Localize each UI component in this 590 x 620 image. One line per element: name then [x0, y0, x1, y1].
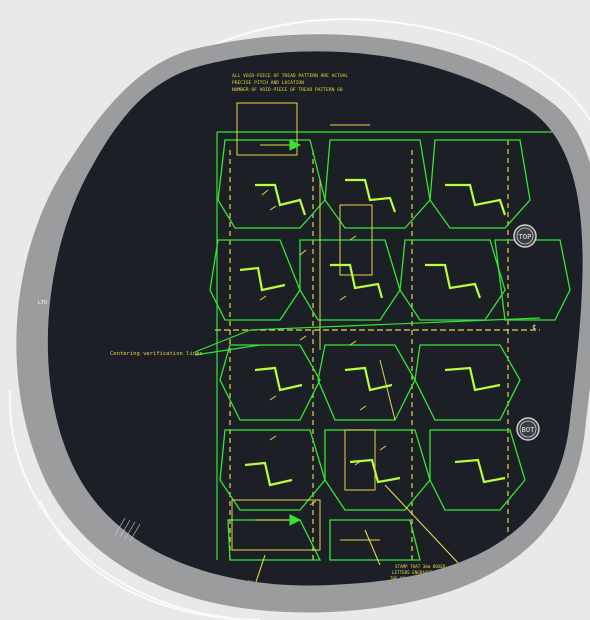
- dimension-lines: [231, 102, 396, 551]
- centering-lines: [194, 317, 541, 356]
- top-marker: TOP: [513, 224, 537, 248]
- leader-lines: [254, 484, 461, 586]
- centering-label: Centering verification lines: [110, 351, 203, 357]
- bot-label: BOT: [522, 426, 535, 434]
- top-label: TOP: [519, 233, 532, 241]
- stamp-note-1: STAMP THAT 3mm BOXED: [395, 564, 446, 569]
- note-line-1: ALL VOID-PIECE OF TREAD PATTERN ARE ACTU…: [232, 73, 348, 79]
- note-line-2: PRECISE PITCH AND LOCATION: [232, 80, 304, 86]
- left-edge-label: LTO: [38, 300, 47, 306]
- centerline-symbol: ¢: [532, 323, 536, 331]
- bot-marker: BOT: [516, 417, 540, 441]
- dimension-ticks: [259, 189, 387, 506]
- stamp-note-2: LETTERS ENGRAVED: [392, 570, 433, 575]
- tread-frame: [215, 131, 560, 560]
- note-line-3: NUMBER OF VOID-PIECE OF TREAD PATTERN 60: [232, 87, 343, 93]
- hatch-mark: [114, 517, 141, 542]
- sipes: [239, 178, 507, 487]
